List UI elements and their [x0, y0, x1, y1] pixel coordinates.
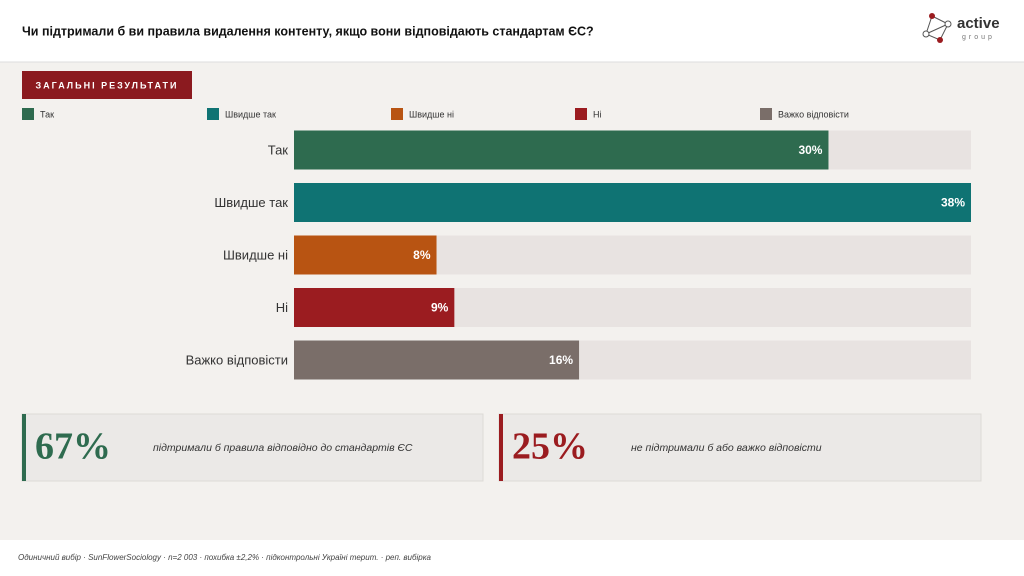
- legend-label: Ні: [593, 109, 602, 119]
- bar-value-label: 16%: [549, 353, 573, 367]
- category-label: Ні: [276, 300, 288, 315]
- legend-swatch: [575, 108, 587, 120]
- section-tag: ЗАГАЛЬНІ РЕЗУЛЬТАТИ: [36, 80, 179, 90]
- summary-box: [498, 413, 982, 482]
- footer-note: Одиничний вибір · SunFlowerSociology · n…: [18, 553, 431, 562]
- legend-swatch: [207, 108, 219, 120]
- bar: [294, 130, 829, 170]
- logo-name: active: [957, 15, 1000, 32]
- summary-accent: [499, 414, 503, 481]
- header-band: [0, 0, 1024, 62]
- logo-icon: [922, 13, 952, 43]
- legend-swatch: [760, 108, 772, 120]
- logo-subtitle: group: [962, 34, 995, 41]
- summary-figure: 67%: [35, 426, 111, 468]
- summary-figure: 25%: [512, 426, 588, 468]
- header-title: Чи підтримали б ви правила видалення кон…: [22, 24, 594, 38]
- category-label: Швидше ні: [223, 247, 288, 262]
- bar: [294, 235, 437, 275]
- legend-label: Швидше ні: [409, 109, 454, 119]
- footer-band: [0, 540, 1024, 576]
- category-label: Так: [268, 142, 289, 157]
- legend-label: Так: [40, 109, 54, 119]
- category-label: Швидше так: [214, 195, 288, 210]
- summary-box: [21, 413, 484, 482]
- summary-text: підтримали б правила відповідно до станд…: [153, 442, 413, 454]
- legend-swatch: [391, 108, 403, 120]
- bar: [294, 183, 971, 222]
- legend-label: Важко відповісти: [778, 109, 849, 119]
- bar: [294, 288, 455, 327]
- bar-value-label: 30%: [798, 143, 822, 157]
- legend-label: Швидше так: [225, 109, 276, 119]
- summary-text: не підтримали б або важко відповісти: [631, 442, 822, 454]
- bar-value-label: 38%: [941, 196, 965, 210]
- bar: [294, 340, 580, 380]
- bar-value-label: 8%: [413, 248, 431, 262]
- category-label: Важко відповісти: [186, 352, 288, 367]
- legend-swatch: [22, 108, 34, 120]
- bar-value-label: 9%: [431, 301, 449, 315]
- summary-accent: [22, 414, 26, 481]
- section-tag-bg: [22, 71, 192, 99]
